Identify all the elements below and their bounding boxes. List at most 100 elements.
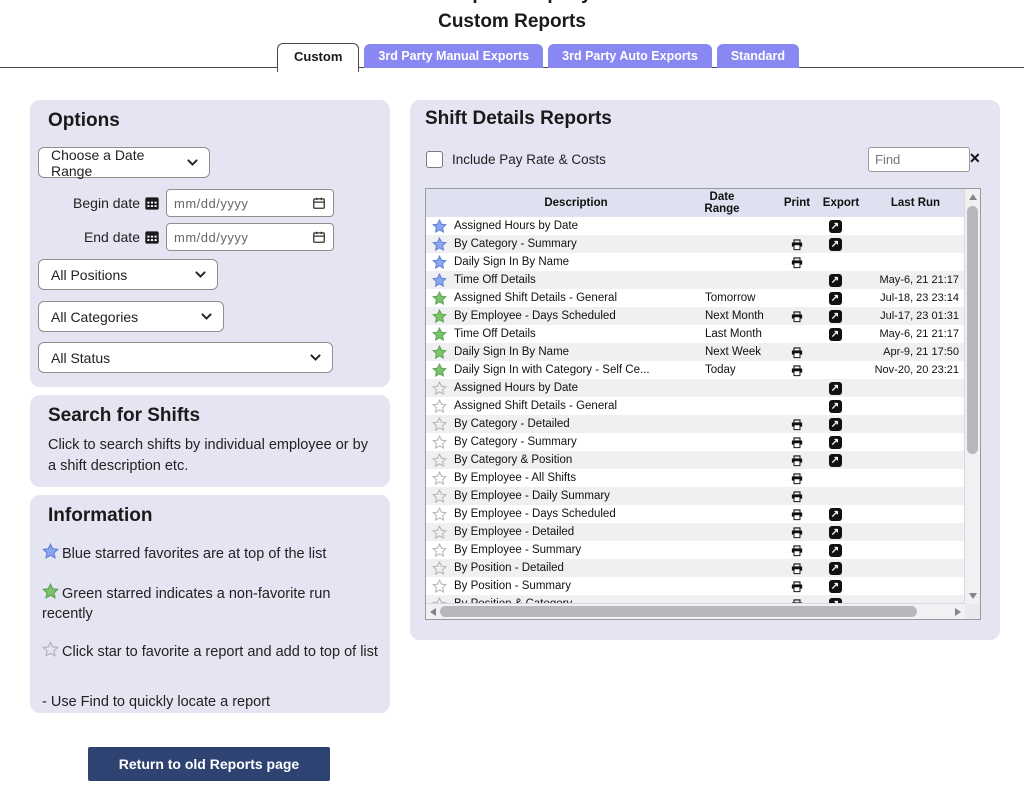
favorite-star-icon[interactable] — [426, 417, 452, 432]
scroll-left-icon[interactable] — [430, 608, 436, 616]
export-icon[interactable]: ↗ — [816, 544, 866, 557]
categories-select[interactable]: All Categories — [38, 301, 224, 332]
table-row[interactable]: By Category - Summary ↗ — [426, 235, 965, 253]
table-row[interactable]: Assigned Hours by Date ↗ — [426, 217, 965, 235]
table-row[interactable]: By Category - Summary ↗ — [426, 433, 965, 451]
favorite-star-icon[interactable] — [426, 507, 452, 522]
table-row[interactable]: By Employee - Days Scheduled ↗ — [426, 505, 965, 523]
date-range-select[interactable]: Choose a Date Range — [38, 147, 210, 178]
horizontal-scrollbar-thumb[interactable] — [440, 606, 917, 617]
tab-standard[interactable]: Standard — [717, 44, 799, 68]
search-for-shifts-panel[interactable]: Search for Shifts Click to search shifts… — [30, 395, 390, 487]
table-row[interactable]: Daily Sign In By Name ↗ — [426, 253, 965, 271]
table-row[interactable]: Daily Sign In By Name Next Week ↗ Apr-9,… — [426, 343, 965, 361]
favorite-star-icon[interactable] — [426, 237, 452, 252]
print-icon[interactable] — [778, 346, 816, 359]
print-icon[interactable] — [778, 508, 816, 521]
include-pay-checkbox[interactable] — [426, 151, 443, 168]
print-icon[interactable] — [778, 490, 816, 503]
vertical-scrollbar-thumb[interactable] — [967, 206, 978, 454]
table-row[interactable]: Time Off Details ↗ May-6, 21 21:17 — [426, 271, 965, 289]
favorite-star-icon[interactable] — [426, 291, 452, 306]
export-icon[interactable]: ↗ — [816, 220, 866, 233]
favorite-star-icon[interactable] — [426, 471, 452, 486]
date-picker-icon[interactable] — [312, 230, 326, 244]
favorite-star-icon[interactable] — [426, 273, 452, 288]
print-icon[interactable] — [778, 256, 816, 269]
table-row[interactable]: By Position - Summary ↗ — [426, 577, 965, 595]
favorite-star-icon[interactable] — [426, 255, 452, 270]
report-description: By Employee - Daily Summary — [452, 490, 700, 502]
scroll-up-icon[interactable] — [969, 194, 977, 200]
scroll-down-icon[interactable] — [969, 593, 977, 599]
export-icon[interactable]: ↗ — [816, 454, 866, 467]
table-row[interactable]: By Employee - Summary ↗ — [426, 541, 965, 559]
print-icon[interactable] — [778, 364, 816, 377]
favorite-star-icon[interactable] — [426, 489, 452, 504]
tab-3rd-party-auto-exports[interactable]: 3rd Party Auto Exports — [548, 44, 712, 68]
favorite-star-icon[interactable] — [426, 453, 452, 468]
export-icon[interactable]: ↗ — [816, 382, 866, 395]
table-row[interactable]: Time Off Details Last Month ↗ May-6, 21 … — [426, 325, 965, 343]
export-icon[interactable]: ↗ — [816, 400, 866, 413]
date-picker-icon[interactable] — [312, 196, 326, 210]
export-icon[interactable]: ↗ — [816, 526, 866, 539]
find-input[interactable] — [868, 147, 970, 172]
table-row[interactable]: By Employee - All Shifts ↗ — [426, 469, 965, 487]
print-icon[interactable] — [778, 472, 816, 485]
find-clear-icon[interactable]: ✕ — [969, 150, 981, 167]
table-row[interactable]: Assigned Shift Details - General Tomorro… — [426, 289, 965, 307]
begin-date-input[interactable]: mm/dd/yyyy — [166, 189, 334, 217]
print-icon[interactable] — [778, 436, 816, 449]
table-row[interactable]: Assigned Hours by Date ↗ — [426, 379, 965, 397]
print-icon[interactable] — [778, 544, 816, 557]
favorite-star-icon[interactable] — [426, 399, 452, 414]
print-icon[interactable] — [778, 562, 816, 575]
export-icon[interactable]: ↗ — [816, 436, 866, 449]
scroll-right-icon[interactable] — [955, 608, 961, 616]
print-icon[interactable] — [778, 418, 816, 431]
favorite-star-icon[interactable] — [426, 561, 452, 576]
vertical-scrollbar[interactable] — [964, 189, 980, 604]
table-row[interactable]: Daily Sign In with Category - Self Ce...… — [426, 361, 965, 379]
print-icon[interactable] — [778, 238, 816, 251]
favorite-star-icon[interactable] — [426, 219, 452, 234]
table-row[interactable]: By Employee - Detailed ↗ — [426, 523, 965, 541]
table-row[interactable]: By Category - Detailed ↗ — [426, 415, 965, 433]
export-icon[interactable]: ↗ — [816, 580, 866, 593]
favorite-star-icon[interactable] — [426, 381, 452, 396]
favorite-star-icon[interactable] — [426, 543, 452, 558]
export-icon[interactable]: ↗ — [816, 238, 866, 251]
table-row[interactable]: By Employee - Daily Summary ↗ — [426, 487, 965, 505]
positions-select[interactable]: All Positions — [38, 259, 218, 290]
tab-custom[interactable]: Custom — [277, 43, 359, 72]
print-icon[interactable] — [778, 454, 816, 467]
table-row[interactable]: By Category & Position ↗ — [426, 451, 965, 469]
export-icon[interactable]: ↗ — [816, 292, 866, 305]
export-icon[interactable]: ↗ — [816, 508, 866, 521]
export-icon[interactable]: ↗ — [816, 418, 866, 431]
return-to-old-reports-button[interactable]: Return to old Reports page — [88, 747, 330, 781]
end-date-input[interactable]: mm/dd/yyyy — [166, 223, 334, 251]
favorite-star-icon[interactable] — [426, 435, 452, 450]
table-row[interactable]: Assigned Shift Details - General ↗ — [426, 397, 965, 415]
export-icon[interactable]: ↗ — [816, 310, 866, 323]
calendar-icon — [144, 195, 160, 211]
favorite-star-icon[interactable] — [426, 327, 452, 342]
table-row[interactable]: By Employee - Days Scheduled Next Month … — [426, 307, 965, 325]
export-icon[interactable]: ↗ — [816, 562, 866, 575]
horizontal-scrollbar[interactable] — [426, 603, 965, 619]
favorite-star-icon[interactable] — [426, 345, 452, 360]
favorite-star-icon[interactable] — [426, 363, 452, 378]
table-row[interactable]: By Position - Detailed ↗ — [426, 559, 965, 577]
tab-3rd-party-manual-exports[interactable]: 3rd Party Manual Exports — [364, 44, 543, 68]
favorite-star-icon[interactable] — [426, 309, 452, 324]
status-select[interactable]: All Status — [38, 342, 333, 373]
favorite-star-icon[interactable] — [426, 525, 452, 540]
favorite-star-icon[interactable] — [426, 579, 452, 594]
export-icon[interactable]: ↗ — [816, 328, 866, 341]
print-icon[interactable] — [778, 580, 816, 593]
print-icon[interactable] — [778, 310, 816, 323]
export-icon[interactable]: ↗ — [816, 274, 866, 287]
print-icon[interactable] — [778, 526, 816, 539]
